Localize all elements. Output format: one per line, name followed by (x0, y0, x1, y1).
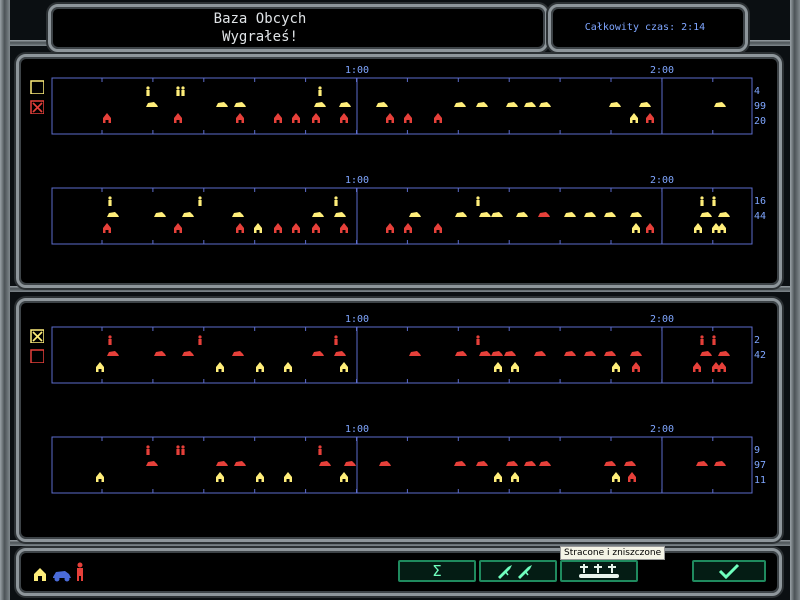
stats-panel-bottom (16, 298, 782, 542)
player-checkbox-top-empty[interactable] (30, 80, 44, 94)
player-checkbox-top-checked[interactable] (30, 100, 44, 114)
vehicle-icon (53, 571, 71, 582)
middle-rail (0, 286, 800, 292)
right-rail (790, 0, 800, 600)
stats-panel-top (16, 54, 782, 288)
checkmark-icon (718, 563, 740, 579)
confirm-button[interactable] (692, 560, 766, 582)
losses-button[interactable] (560, 560, 638, 582)
sum-button[interactable]: Σ (398, 560, 476, 582)
player-checkbox-bottom-checked[interactable] (30, 329, 44, 343)
bottom-rail (0, 540, 800, 546)
weapons-button[interactable] (479, 560, 557, 582)
tooltip: Stracone i zniszczone (560, 546, 666, 560)
page-title: Baza Obcych (213, 11, 307, 27)
page-subtitle: Wygrałeś! (222, 29, 298, 45)
header-panel (48, 4, 548, 52)
player-checkbox-bottom-empty[interactable] (30, 349, 44, 363)
graves-icon (579, 564, 619, 578)
soldier-icon (77, 562, 83, 581)
total-time-label: Całkowity czas: 2:14 (584, 22, 706, 33)
house-icon (34, 568, 46, 581)
rifles-icon (498, 565, 532, 579)
left-rail (0, 0, 10, 600)
sigma-icon: Σ (432, 562, 442, 580)
time-panel (548, 4, 748, 52)
